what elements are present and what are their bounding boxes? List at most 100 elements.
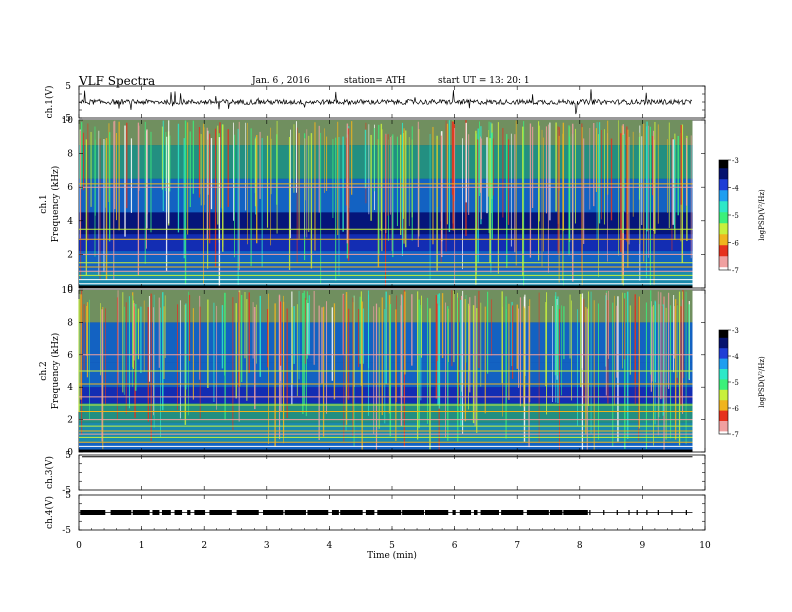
spec2-colorbar-cell bbox=[719, 382, 728, 386]
spec1-ytick-label: 6 bbox=[67, 183, 73, 193]
spec2-colorbar-cell bbox=[719, 410, 728, 414]
x-axis-label: Time (min) bbox=[367, 550, 417, 561]
ch4-pulse bbox=[194, 510, 206, 515]
spec2-colorbar-cell bbox=[719, 332, 728, 336]
station-label: station= ATH bbox=[344, 76, 406, 86]
ch1-tick-top: 5 bbox=[65, 82, 71, 92]
spec2-colorbar-cell bbox=[719, 374, 728, 378]
spec1-ytick-label: 4 bbox=[67, 217, 73, 227]
spec1-colorbar-cell bbox=[719, 261, 728, 265]
ch4-pulse bbox=[480, 510, 499, 515]
ch4-waveform-panel bbox=[80, 510, 693, 515]
spec2-colorbar-cell bbox=[719, 330, 728, 334]
spec2-colorbar-cell bbox=[719, 418, 728, 422]
spec1-colorbar-cell bbox=[719, 231, 728, 235]
ch4-pulse bbox=[671, 510, 673, 515]
spec1-ytick-label: 2 bbox=[67, 250, 73, 260]
panel-frame bbox=[78, 85, 706, 119]
ch4-pulse bbox=[589, 510, 591, 515]
spec2-colorbar-cell bbox=[719, 431, 728, 435]
spec2-colorbar-tick-label: -5 bbox=[732, 379, 739, 387]
ch4-pulse bbox=[459, 510, 472, 515]
spec1-colorbar-cell bbox=[719, 253, 728, 257]
x-tick-label: 5 bbox=[389, 541, 395, 551]
x-tick-label: 8 bbox=[577, 541, 583, 551]
spec1-colorbar-cell bbox=[719, 245, 728, 249]
spec1-colorbar-cell bbox=[719, 162, 728, 166]
ch4-pulse bbox=[377, 510, 402, 515]
x-tick-label: 4 bbox=[327, 541, 333, 551]
spec2-colorbar-cell bbox=[719, 345, 728, 349]
spec1-colorbar-cell bbox=[719, 165, 728, 169]
spec2-colorbar-cell bbox=[719, 405, 728, 409]
spec2-colorbar-cell bbox=[719, 343, 728, 347]
ch4-pulse bbox=[628, 510, 630, 515]
spec1-colorbar-cell bbox=[719, 179, 728, 183]
spec2-ytick-label: 4 bbox=[67, 383, 73, 393]
x-tick-label: 0 bbox=[76, 541, 82, 551]
spec2-ytick-label: 10 bbox=[62, 286, 74, 296]
spec1-colorbar-tick-label: -3 bbox=[732, 157, 739, 165]
axes: 5-5ch.1(V)5-5ch.3(V)5-5ch.4(V)0246810ch.… bbox=[39, 82, 711, 561]
spec1-colorbar-cell bbox=[719, 234, 728, 238]
spec2-colorbar-cell bbox=[719, 426, 728, 430]
spec1-colorbar-cell bbox=[719, 160, 728, 164]
spec1-ytick-label: 10 bbox=[62, 116, 74, 126]
ch1-spectrogram bbox=[79, 120, 693, 288]
ch4-pulse bbox=[365, 510, 375, 515]
ch4-pulse bbox=[657, 510, 659, 515]
x-tick-label: 10 bbox=[699, 541, 711, 551]
spec1-colorbar-cell bbox=[719, 217, 728, 221]
spec2-colorbar-cell bbox=[719, 353, 728, 357]
spec1-colorbar-cell bbox=[719, 237, 728, 241]
spec1-colorbar-cell bbox=[719, 256, 728, 260]
ch1-tick-bottom: -5 bbox=[62, 114, 71, 124]
spec2-ytick-label: 0 bbox=[67, 448, 73, 458]
spec1-colorbar-cell bbox=[719, 215, 728, 219]
spec1-colorbar-cell bbox=[719, 267, 728, 271]
ch4-pulse bbox=[80, 510, 106, 515]
spec2-colorbar-cell bbox=[719, 379, 728, 383]
ch4-tick-bottom: -5 bbox=[62, 526, 71, 536]
spec1-colorbar-cell bbox=[719, 248, 728, 252]
spec1-colorbar-cell bbox=[719, 228, 728, 232]
spectrogram-floor bbox=[79, 449, 693, 452]
spec2-colorbar-cell bbox=[719, 366, 728, 370]
spec1-colorbar-cell bbox=[719, 264, 728, 268]
spectrogram-floor bbox=[79, 285, 693, 288]
spec1-ylabel: Frequency (kHz) bbox=[50, 166, 61, 243]
spec2-colorbar-cell bbox=[719, 389, 728, 393]
spec2-ytick-label: 2 bbox=[67, 416, 73, 426]
ch4-pulse bbox=[549, 510, 563, 515]
spec2-ytick-label: 6 bbox=[67, 351, 73, 361]
spec1-colorbar-label: logPSD(V²/Hz) bbox=[758, 189, 766, 241]
spectrogram-band bbox=[79, 442, 693, 452]
ch1-ylabel: ch.1(V) bbox=[44, 86, 55, 119]
ch4-pulse bbox=[424, 510, 449, 515]
ch4-pulse bbox=[340, 510, 363, 515]
date-label: Jan. 6 , 2016 bbox=[252, 76, 310, 86]
ch4-pulse bbox=[473, 510, 478, 515]
ch4-pulse bbox=[603, 510, 605, 515]
x-tick-label: 2 bbox=[201, 541, 207, 551]
spec1-colorbar-tick-label: -7 bbox=[732, 267, 739, 275]
ch4-ylabel: ch.4(V) bbox=[44, 496, 55, 529]
spec2-colorbar-cell bbox=[719, 415, 728, 419]
ch4-tick-top: 5 bbox=[65, 491, 71, 501]
spec2-colorbar-cell bbox=[719, 376, 728, 380]
ch4-pulse bbox=[526, 510, 549, 515]
ch4-pulse bbox=[331, 510, 339, 515]
spec2-colorbar-tick-label: -6 bbox=[732, 405, 739, 413]
spec1-colorbar-cell bbox=[719, 187, 728, 191]
spec2-colorbar-label: logPSD(V²/Hz) bbox=[758, 356, 766, 408]
spec2-colorbar-cell bbox=[719, 348, 728, 352]
ch4-pulse bbox=[174, 510, 183, 515]
x-tick-label: 6 bbox=[452, 541, 458, 551]
spec2-colorbar-cell bbox=[719, 371, 728, 375]
spec1-colorbar-cell bbox=[719, 226, 728, 230]
spec1-ytick-label: 8 bbox=[67, 150, 73, 160]
spec2-colorbar-tick-label: -4 bbox=[732, 353, 739, 361]
ch4-waveform-trace bbox=[80, 510, 693, 515]
spec2-colorbar-cell bbox=[719, 350, 728, 354]
spec2-channel-label: ch.2 bbox=[39, 361, 49, 380]
